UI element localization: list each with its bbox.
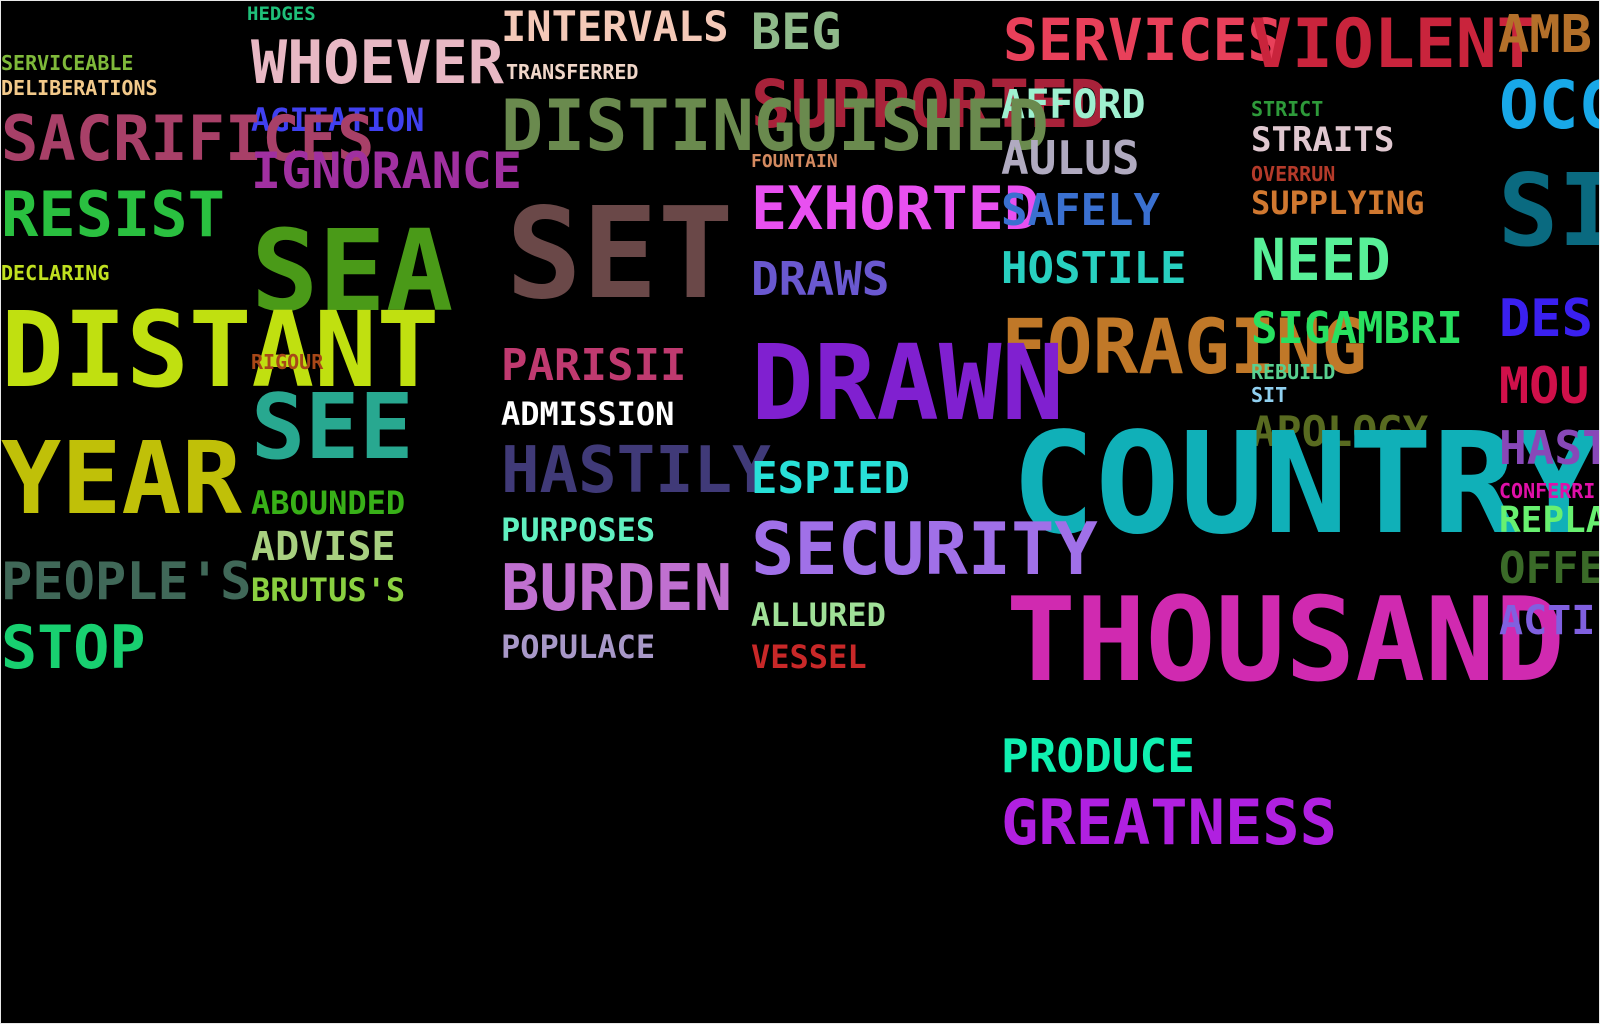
word-resist: RESIST [1, 178, 225, 251]
word-see: SEE [251, 375, 414, 480]
word-vessel: VESSEL [751, 638, 867, 676]
word-fountain: FOUNTAIN [751, 151, 838, 172]
word-transferred: TRANSFERRED [506, 60, 639, 84]
word-supported: SUPPORTED [751, 66, 1109, 143]
word-violent: VIOLENT [1251, 5, 1538, 84]
word-hast: HAST [1499, 421, 1600, 475]
word-ignorance: IGNORANCE [251, 142, 522, 200]
word-aulus: AULUS [1001, 131, 1140, 185]
word-set: SET [506, 180, 734, 327]
word-distinguished: DISTINGUISHED [501, 85, 1049, 167]
word-abounded: ABOUNDED [251, 484, 406, 522]
word-overrun: OVERRUN [1251, 162, 1336, 186]
word-drawn: DRAWN [751, 322, 1065, 444]
word-beg: BEG [751, 3, 842, 61]
word-foraging: FORAGING [1001, 302, 1368, 391]
word-country: COUNTRY [1011, 403, 1600, 566]
word-espied: ESPIED [751, 453, 910, 504]
word-afford: AFFORD [1001, 82, 1146, 128]
word-draws: DRAWS [751, 252, 890, 306]
word-services: SERVICES [1003, 6, 1283, 74]
word-whoever: WHOEVER [251, 28, 504, 98]
word-thousand: THOUSAND [1006, 573, 1565, 708]
word-conferri: CONFERRI [1499, 479, 1596, 503]
word-repla: REPLA [1499, 500, 1600, 541]
word-sea: SEA [251, 207, 454, 337]
word-hastily: HASTILY [501, 434, 771, 508]
word-hedges: HEDGES [247, 3, 316, 25]
word-stop: STOP [1, 613, 146, 683]
word-purposes: PURPOSES [501, 511, 656, 549]
word-hostile: HOSTILE [1001, 243, 1187, 294]
word-allured: ALLURED [751, 596, 886, 634]
word-supplying: SUPPLYING [1251, 184, 1425, 222]
word-offe: OFFE [1499, 543, 1600, 594]
word-need: NEED [1251, 226, 1391, 294]
word-strict: STRICT [1251, 97, 1324, 121]
word-straits: STRAITS [1251, 120, 1395, 160]
word-year: YEAR [1, 420, 242, 537]
word-admission: ADMISSION [501, 395, 675, 433]
word-sacrifices: SACRIFICES [1, 102, 375, 175]
word-deliberations: DELIBERATIONS [1, 76, 158, 100]
word-rebuild: REBUILD [1251, 360, 1336, 384]
word-produce: PRODUCE [1001, 729, 1195, 783]
word-amb: AMB [1498, 5, 1592, 65]
word-exhorted: EXHORTED [751, 174, 1040, 244]
word-burden: BURDEN [501, 552, 733, 626]
word-rigour: RIGOUR [251, 350, 324, 374]
word-occ: OCC [1499, 67, 1599, 144]
word-sigambri: SIGAMBRI [1251, 303, 1463, 354]
word-brutuss: BRUTUS'S [251, 571, 406, 609]
word-mou: MOU [1499, 357, 1590, 415]
word-si: SI [1498, 152, 1599, 269]
word-sit: SIT [1251, 383, 1288, 407]
word-peoples: PEOPLE'S [1, 552, 252, 612]
word-populace: POPULACE [501, 628, 656, 666]
word-des: DES [1499, 289, 1593, 349]
word-safely: SAFELY [1001, 185, 1160, 236]
word-parisii: PARISII [501, 340, 687, 391]
word-declaring: DECLARING [1, 261, 110, 285]
word-distant: DISTANT [1, 289, 440, 411]
word-acti: ACTI [1499, 598, 1596, 644]
word-greatness: GREATNESS [1001, 786, 1337, 859]
word-advise: ADVISE [251, 524, 396, 570]
word-apology: APOLOGY [1251, 407, 1429, 456]
word-intervals: INTERVALS [501, 2, 729, 51]
word-agitation: AGITATION [251, 101, 425, 139]
word-serviceable: SERVICEABLE [1, 51, 134, 75]
word-security: SECURITY [751, 507, 1098, 591]
